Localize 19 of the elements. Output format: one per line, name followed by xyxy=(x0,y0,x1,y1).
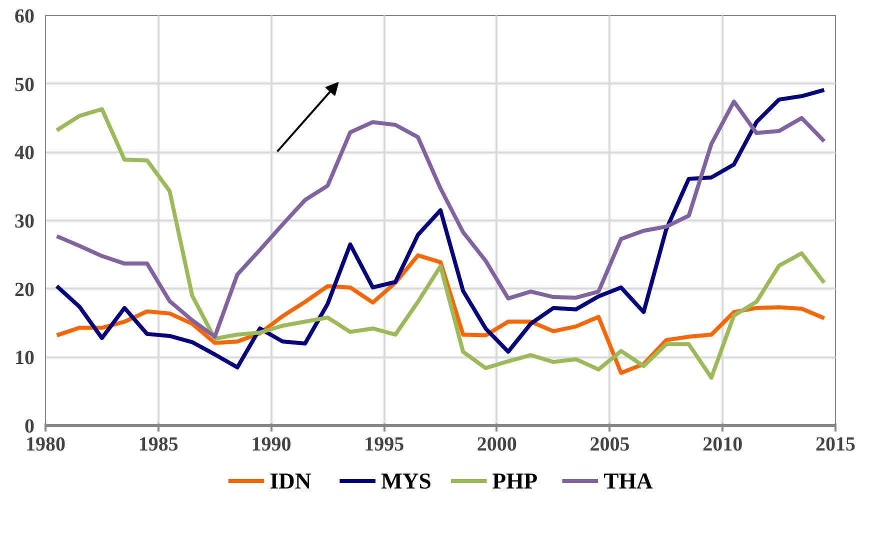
x-tick-label: 2015 xyxy=(816,434,856,456)
y-tick-label: 40 xyxy=(14,142,34,164)
x-tick-label: 2000 xyxy=(476,434,517,456)
line-series xyxy=(54,253,826,375)
y-tick-label: 10 xyxy=(14,347,34,370)
legend-label: MYS xyxy=(380,468,432,494)
y-tick-label: 50 xyxy=(14,74,34,96)
legend-label: PHP xyxy=(492,468,538,494)
x-tick-label: 1990 xyxy=(251,434,292,456)
y-tick-label: 60 xyxy=(14,6,34,28)
y-tick-label: 20 xyxy=(14,278,34,301)
x-tick-label: 1995 xyxy=(364,434,404,456)
line-series xyxy=(54,100,826,339)
x-tick-label: 2010 xyxy=(702,434,743,456)
x-tick-label: 2005 xyxy=(590,434,630,456)
legend-label: THA xyxy=(604,468,654,494)
legend-label: IDN xyxy=(270,468,312,494)
x-tick-label: 1985 xyxy=(138,434,178,456)
y-tick-label: 30 xyxy=(14,210,34,232)
